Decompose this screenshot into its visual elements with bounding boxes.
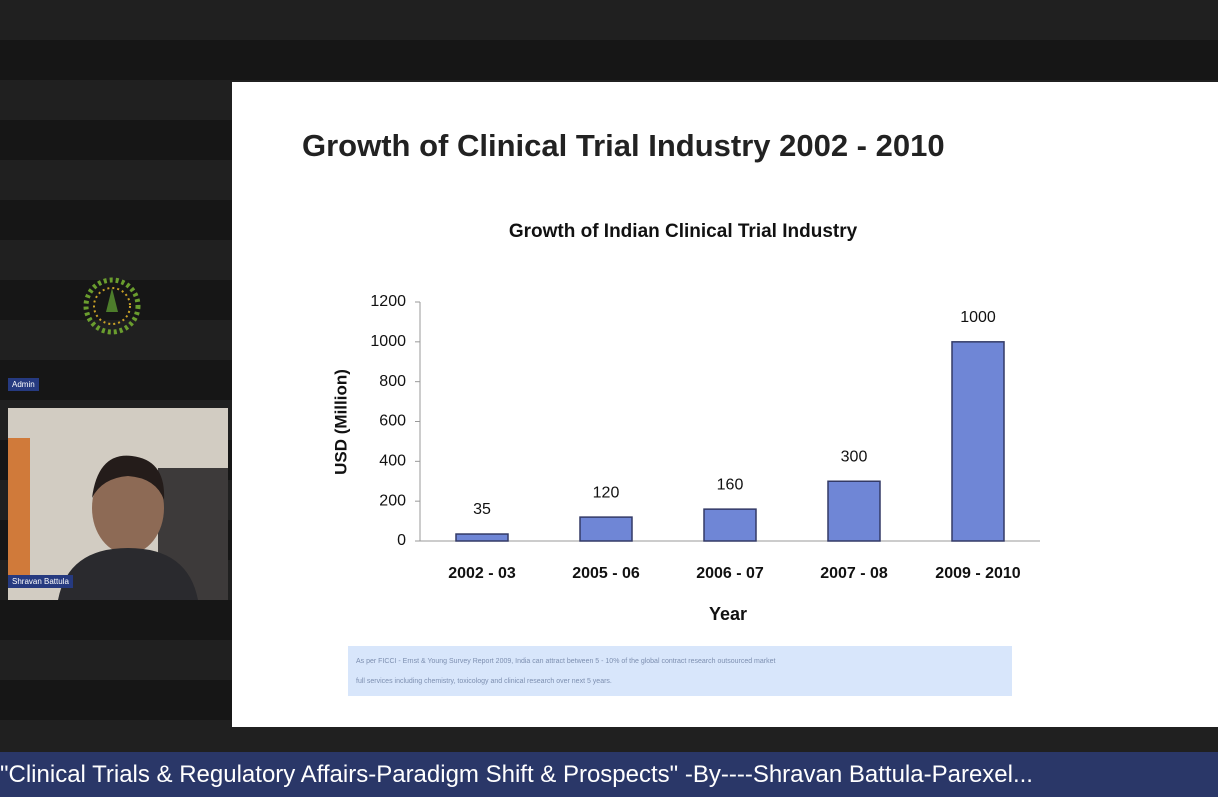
- bar: [952, 342, 1004, 541]
- y-tick-label: 400: [379, 453, 406, 470]
- value-label: 35: [473, 501, 491, 518]
- x-tick-label: 2006 - 07: [696, 565, 764, 582]
- video-feed: [8, 408, 228, 600]
- chart-title: Growth of Indian Clinical Trial Industry: [509, 221, 858, 242]
- y-tick-label: 1200: [370, 293, 406, 310]
- y-tick-label: 1000: [370, 333, 406, 350]
- footnote: As per FICCI - Ernst & Young Survey Repo…: [348, 646, 1012, 696]
- slide: Growth of Clinical Trial Industry 2002 -…: [232, 82, 1218, 727]
- bar: [580, 517, 632, 541]
- value-label: 160: [717, 476, 744, 493]
- bar: [456, 534, 508, 541]
- value-label: 300: [841, 448, 868, 465]
- participant-label: Admin: [8, 378, 39, 391]
- footnote-line: As per FICCI - Ernst & Young Survey Repo…: [356, 652, 1004, 672]
- participant-name: Shravan Battula: [8, 575, 73, 588]
- x-tick-label: 2007 - 08: [820, 565, 888, 582]
- value-label: 1000: [960, 309, 996, 326]
- x-tick-label: 2002 - 03: [448, 565, 516, 582]
- y-tick-label: 200: [379, 492, 406, 509]
- footnote-line: full services including chemistry, toxic…: [356, 672, 1004, 692]
- video-tile[interactable]: [8, 408, 228, 600]
- bar: [704, 509, 756, 541]
- y-axis-title: USD (Million): [331, 369, 350, 475]
- x-tick-label: 2009 - 2010: [935, 565, 1021, 582]
- chart: Growth of Indian Clinical Trial Industry…: [232, 82, 1218, 727]
- x-tick-label: 2005 - 06: [572, 565, 640, 582]
- logo: [80, 272, 144, 342]
- caption-banner: "Clinical Trials & Regulatory Affairs-Pa…: [0, 752, 1218, 797]
- bar: [828, 481, 880, 541]
- x-axis-title: Year: [709, 604, 747, 624]
- y-tick-label: 600: [379, 413, 406, 430]
- screen: Admin Shravan Battula Growth of Clinical…: [0, 0, 1218, 797]
- y-tick-label: 800: [379, 373, 406, 390]
- y-tick-label: 0: [397, 532, 406, 549]
- value-label: 120: [593, 484, 620, 501]
